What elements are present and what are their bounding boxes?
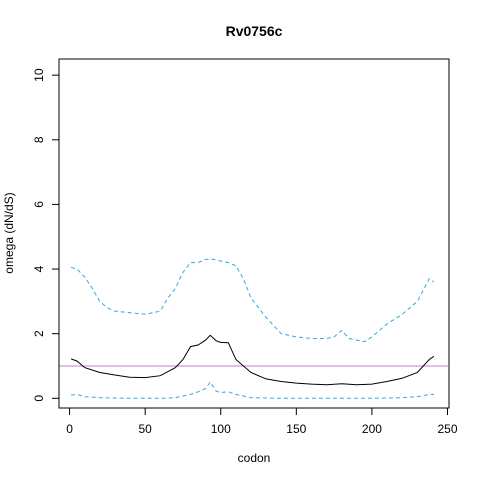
- series-line-3: [71, 381, 434, 399]
- chart-title: Rv0756c: [226, 23, 283, 39]
- series-line-2: [70, 258, 435, 343]
- x-tick-label: 150: [286, 422, 306, 436]
- y-tick-label: 8: [32, 136, 46, 143]
- x-tick-label: 50: [138, 422, 152, 436]
- x-tick-label: 0: [66, 422, 73, 436]
- y-tick-label: 4: [32, 265, 46, 272]
- y-tick-label: 0: [32, 395, 46, 402]
- y-tick-label: 6: [32, 201, 46, 208]
- series-layer: [70, 258, 435, 399]
- x-tick-label: 200: [362, 422, 382, 436]
- x-axis: 0 50 100 150 200 250: [66, 407, 458, 436]
- series-line-1: [70, 334, 435, 386]
- y-axis: 0 2 4 6 8 10: [32, 68, 60, 402]
- y-axis-label: omega (dN/dS): [2, 192, 16, 273]
- y-tick-label: 10: [32, 68, 46, 82]
- plot-frame: [58, 58, 450, 409]
- x-axis-label: codon: [238, 451, 271, 465]
- x-tick-label: 100: [211, 422, 231, 436]
- x-tick-label: 250: [437, 422, 457, 436]
- y-tick-label: 2: [32, 330, 46, 337]
